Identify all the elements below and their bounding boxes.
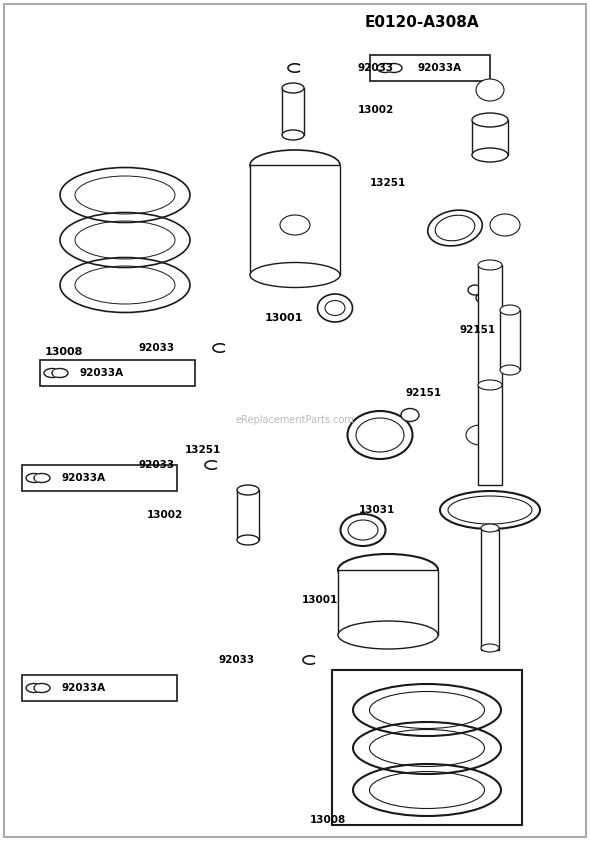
Text: 92033A: 92033A xyxy=(417,63,461,73)
Ellipse shape xyxy=(338,554,438,586)
Text: 92151: 92151 xyxy=(406,388,442,398)
Text: 13001: 13001 xyxy=(265,313,303,323)
Text: 92033A: 92033A xyxy=(62,683,106,693)
Ellipse shape xyxy=(478,380,502,390)
Ellipse shape xyxy=(348,520,378,540)
Bar xyxy=(332,670,522,825)
Polygon shape xyxy=(425,158,562,268)
Text: 92151: 92151 xyxy=(460,325,496,335)
Ellipse shape xyxy=(338,621,438,649)
Ellipse shape xyxy=(476,79,504,101)
Bar xyxy=(338,570,438,635)
Ellipse shape xyxy=(26,473,42,483)
Bar xyxy=(40,360,195,386)
Ellipse shape xyxy=(481,644,499,652)
Ellipse shape xyxy=(35,685,41,691)
Text: 13008: 13008 xyxy=(45,347,83,357)
Text: 13251: 13251 xyxy=(370,178,407,188)
Ellipse shape xyxy=(34,473,50,483)
Ellipse shape xyxy=(377,64,393,72)
Bar xyxy=(282,88,304,135)
Polygon shape xyxy=(40,155,210,325)
Ellipse shape xyxy=(448,496,532,524)
Ellipse shape xyxy=(385,65,393,71)
Ellipse shape xyxy=(500,365,520,375)
Text: 13251: 13251 xyxy=(185,445,221,455)
Ellipse shape xyxy=(282,130,304,140)
Bar xyxy=(478,265,502,385)
Ellipse shape xyxy=(325,300,345,315)
Ellipse shape xyxy=(500,305,520,315)
Ellipse shape xyxy=(282,83,304,93)
Text: 92033A: 92033A xyxy=(80,368,124,378)
Ellipse shape xyxy=(44,368,60,378)
Ellipse shape xyxy=(340,514,385,546)
Bar xyxy=(478,385,502,485)
Text: 92033: 92033 xyxy=(139,460,175,470)
Polygon shape xyxy=(418,385,562,477)
Bar xyxy=(237,490,259,540)
Ellipse shape xyxy=(481,524,499,532)
Ellipse shape xyxy=(348,411,412,459)
Bar xyxy=(500,310,520,370)
Bar xyxy=(22,465,177,491)
Ellipse shape xyxy=(472,148,508,162)
Ellipse shape xyxy=(468,285,482,295)
Text: 92033: 92033 xyxy=(358,63,394,73)
Bar xyxy=(472,120,508,155)
Ellipse shape xyxy=(466,425,494,445)
Bar xyxy=(22,675,177,701)
Ellipse shape xyxy=(356,418,404,452)
Ellipse shape xyxy=(250,150,340,180)
Text: 13008: 13008 xyxy=(310,815,346,825)
Ellipse shape xyxy=(53,369,59,377)
Ellipse shape xyxy=(478,260,502,270)
Ellipse shape xyxy=(401,409,419,421)
Text: 13031: 13031 xyxy=(359,505,395,515)
Ellipse shape xyxy=(250,262,340,288)
Ellipse shape xyxy=(34,684,50,692)
Ellipse shape xyxy=(280,215,310,235)
Bar xyxy=(370,55,490,81)
Polygon shape xyxy=(278,398,465,555)
Text: 92033: 92033 xyxy=(219,655,255,665)
Ellipse shape xyxy=(440,491,540,529)
Text: 13001: 13001 xyxy=(301,595,338,605)
Ellipse shape xyxy=(35,474,41,482)
Polygon shape xyxy=(468,60,512,123)
Ellipse shape xyxy=(237,535,259,545)
Text: 92033A: 92033A xyxy=(62,473,106,483)
Ellipse shape xyxy=(26,684,42,692)
Ellipse shape xyxy=(472,113,508,127)
Ellipse shape xyxy=(386,64,402,72)
Text: E0120-A308A: E0120-A308A xyxy=(365,14,480,29)
Ellipse shape xyxy=(490,214,520,236)
Text: 13002: 13002 xyxy=(147,510,183,520)
Ellipse shape xyxy=(428,210,482,246)
Polygon shape xyxy=(298,195,510,330)
Bar xyxy=(481,530,499,650)
Ellipse shape xyxy=(237,485,259,495)
Ellipse shape xyxy=(435,215,475,241)
Bar xyxy=(250,165,340,275)
Text: 13002: 13002 xyxy=(358,105,394,115)
Ellipse shape xyxy=(52,368,68,378)
Ellipse shape xyxy=(476,293,490,303)
Text: eReplacementParts.com: eReplacementParts.com xyxy=(235,415,355,425)
Text: 92033: 92033 xyxy=(139,343,175,353)
Ellipse shape xyxy=(317,294,352,322)
